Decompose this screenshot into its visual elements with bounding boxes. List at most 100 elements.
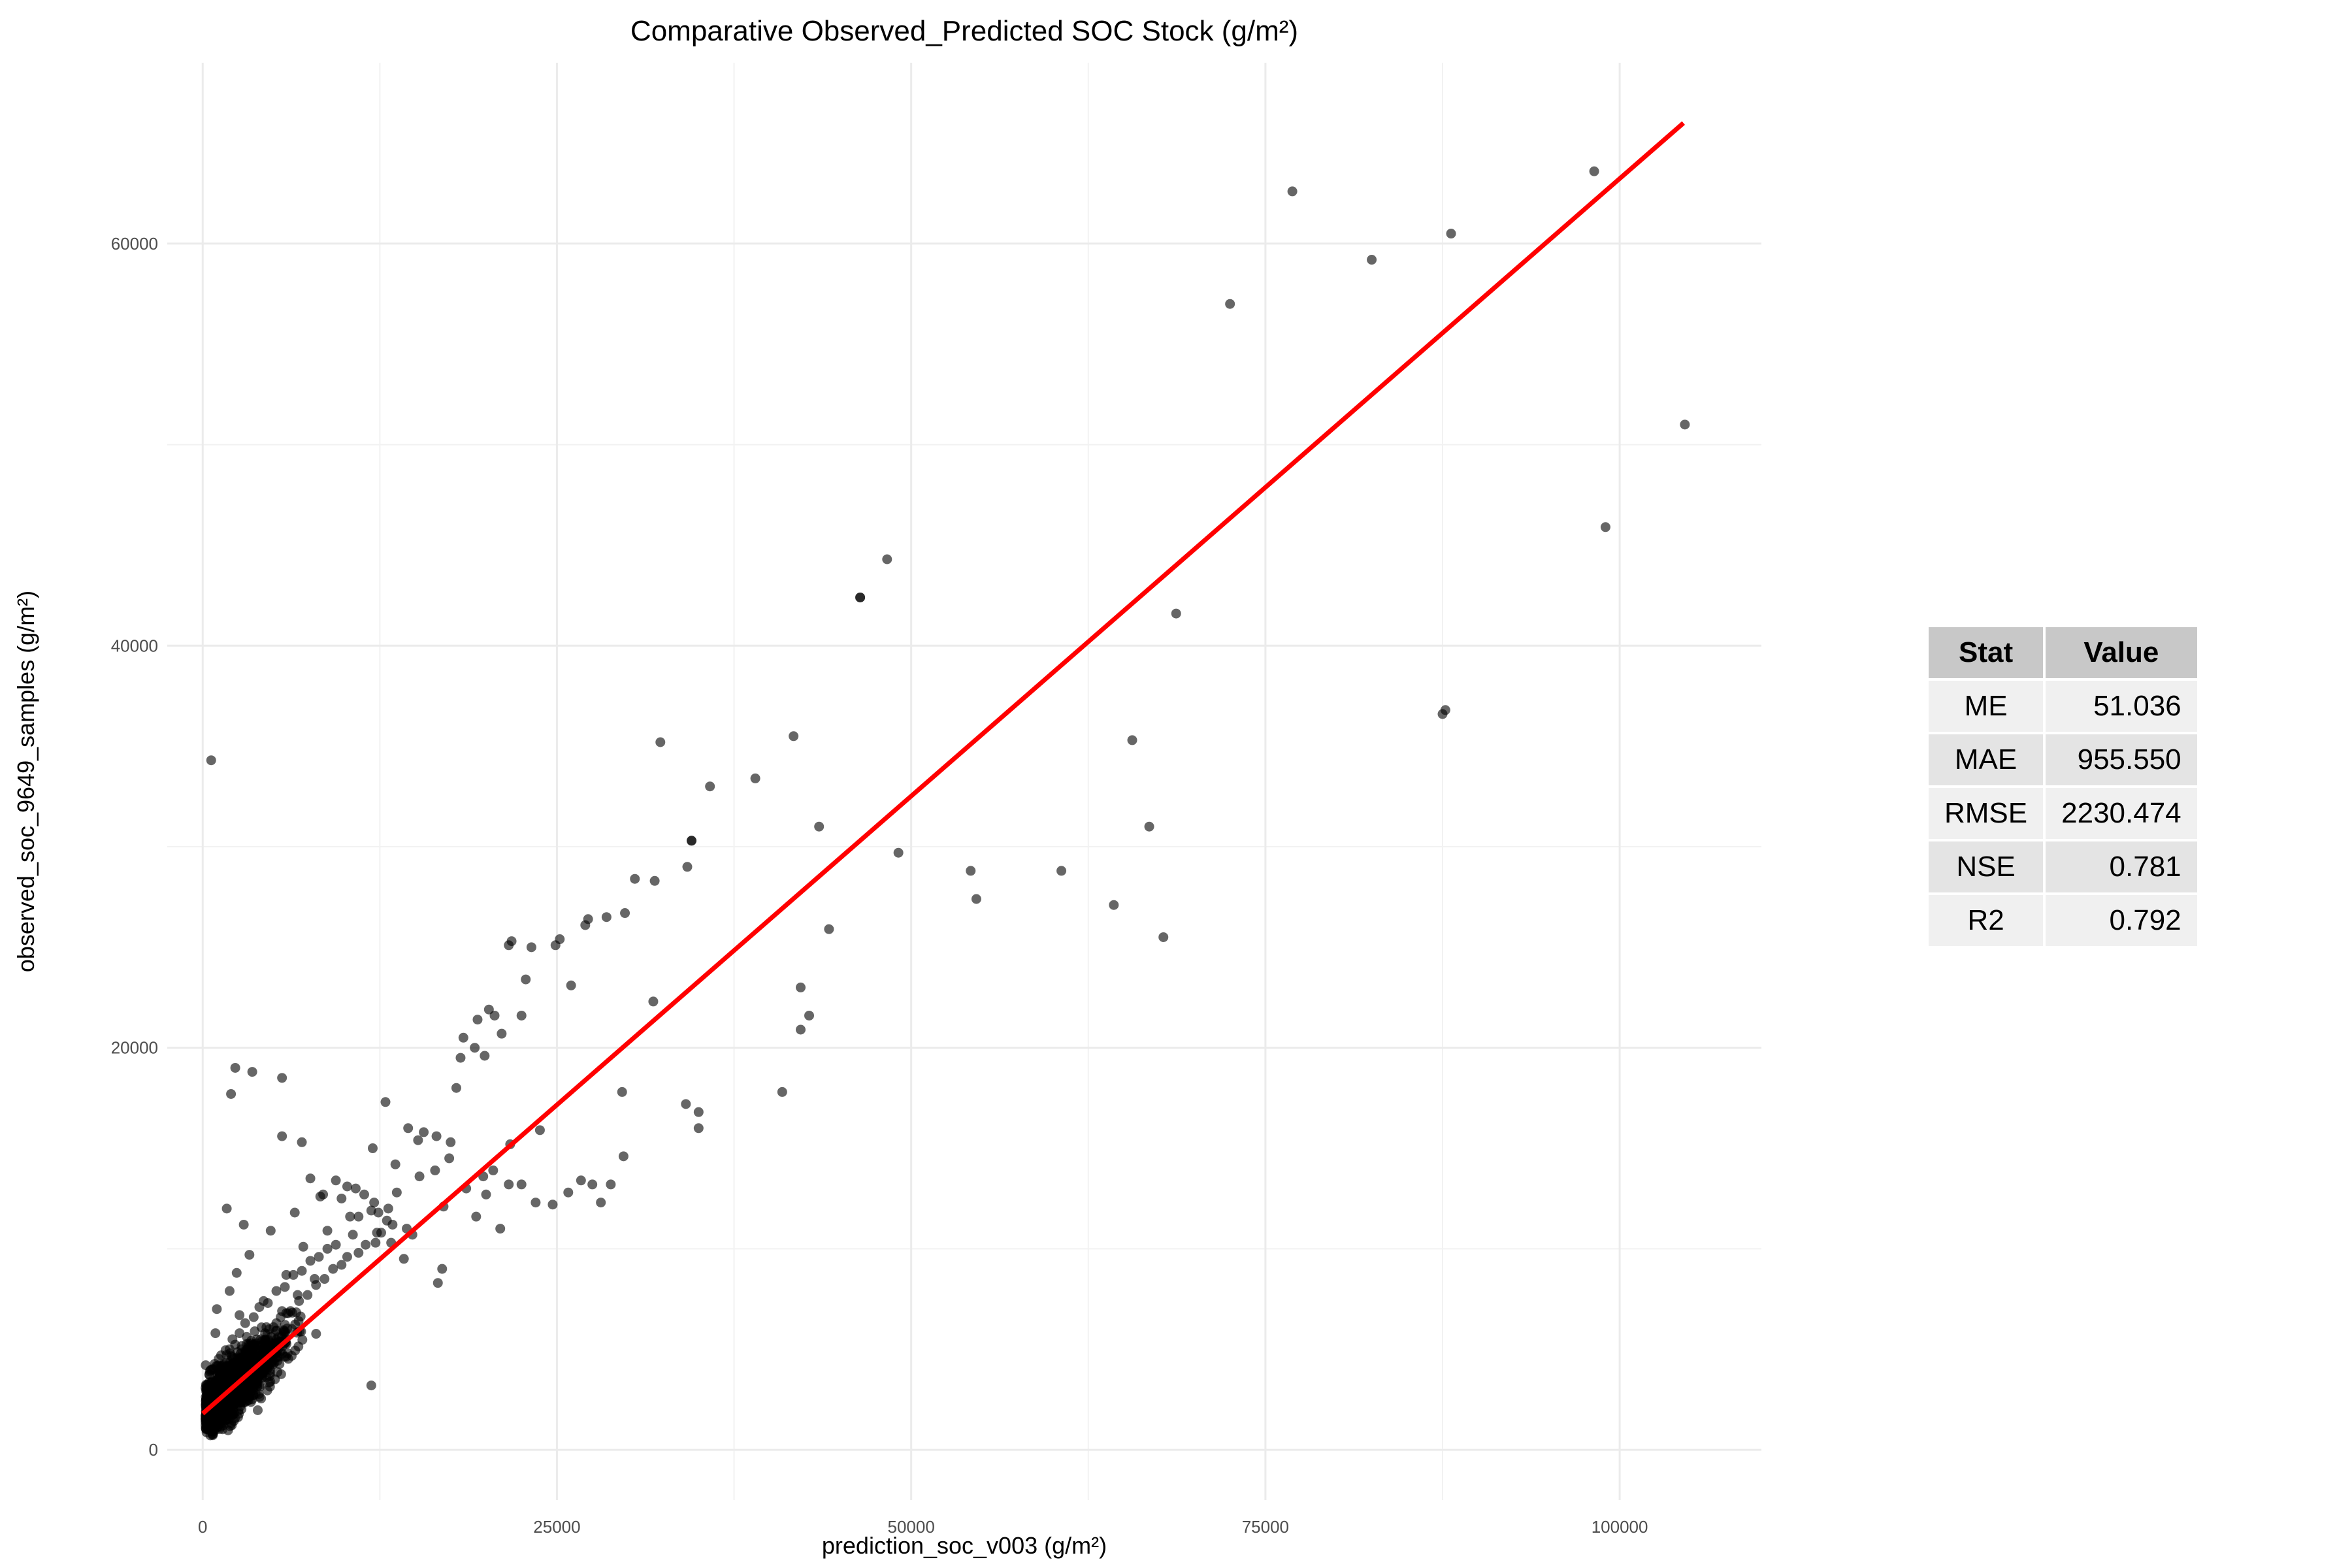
stat-name: R2 (1929, 895, 2044, 946)
data-point (682, 862, 693, 872)
data-point (1158, 932, 1169, 942)
data-point (264, 1324, 274, 1334)
data-point (265, 1226, 276, 1236)
data-point (288, 1269, 299, 1280)
data-point (433, 1278, 443, 1288)
tick-labels-layer: 0 25000 50000 75000 100000 0 20000 40000 60000 (111, 234, 1648, 1537)
table-row: ME 51.036 (1929, 681, 2197, 732)
data-point (431, 1131, 442, 1141)
x-tick-label: 50000 (888, 1517, 935, 1537)
data-point (489, 1010, 500, 1021)
regression-line (201, 121, 1686, 1416)
x-axis-title: prediction_soc_v003 (g/m²) (822, 1532, 1107, 1559)
data-point (750, 773, 760, 783)
data-point (231, 1267, 242, 1278)
data-point (534, 1125, 545, 1135)
data-point (297, 1137, 307, 1147)
data-point (305, 1256, 316, 1266)
data-point (235, 1328, 245, 1339)
data-point (705, 781, 715, 792)
data-point (376, 1228, 387, 1238)
data-point (248, 1340, 259, 1350)
data-point (531, 1198, 541, 1208)
data-point (342, 1181, 352, 1192)
data-point (504, 1179, 514, 1190)
data-point (226, 1088, 237, 1099)
data-point (297, 1266, 307, 1276)
data-point (495, 1224, 506, 1234)
data-point (280, 1282, 290, 1292)
data-point (470, 1043, 480, 1053)
stat-value: 0.781 (2046, 841, 2197, 892)
data-point (255, 1334, 266, 1345)
data-point (1109, 900, 1119, 910)
data-point (576, 1175, 586, 1186)
stat-name: NSE (1929, 841, 2044, 892)
data-point (855, 592, 866, 602)
data-point (618, 1151, 629, 1162)
data-point (882, 554, 892, 564)
data-point (209, 1424, 220, 1435)
data-point (1680, 419, 1690, 430)
data-point (681, 1099, 691, 1109)
data-point (293, 1290, 303, 1300)
data-point (281, 1269, 291, 1280)
data-point (587, 1179, 598, 1190)
stat-name: RMSE (1929, 788, 2044, 839)
data-point (480, 1051, 490, 1061)
data-point (655, 737, 666, 747)
data-point (414, 1171, 425, 1182)
data-point (258, 1296, 269, 1306)
data-point (230, 1062, 240, 1073)
data-point (235, 1310, 245, 1320)
data-point (824, 924, 834, 934)
data-point (795, 982, 806, 992)
stats-header-stat: Stat (1929, 627, 2044, 678)
data-point (516, 1179, 527, 1190)
data-point (322, 1243, 333, 1254)
data-point (366, 1380, 376, 1391)
data-point (458, 1032, 468, 1043)
data-point (257, 1368, 267, 1379)
data-point (419, 1127, 429, 1137)
data-point (390, 1159, 400, 1169)
data-point (224, 1286, 235, 1296)
data-point (1144, 821, 1154, 832)
data-point (369, 1198, 380, 1208)
data-point (444, 1153, 455, 1164)
stats-table: Stat Value ME 51.036 MAE 955.550 RMSE 22… (1926, 625, 2200, 949)
data-point (281, 1308, 291, 1318)
stats-table-header-row: Stat Value (1929, 627, 2197, 678)
data-point (1446, 229, 1456, 239)
stat-value: 51.036 (2046, 681, 2197, 732)
data-point (620, 908, 630, 919)
x-tick-label: 0 (198, 1517, 207, 1537)
data-point (277, 1073, 287, 1083)
data-point (1225, 299, 1235, 309)
data-point (693, 1123, 704, 1134)
data-point (481, 1189, 491, 1200)
data-point (630, 874, 640, 884)
data-point (1367, 255, 1377, 265)
data-point (328, 1264, 338, 1274)
data-point (336, 1193, 347, 1203)
data-point (322, 1226, 333, 1236)
data-point (282, 1348, 293, 1358)
data-point (1287, 186, 1298, 197)
stat-name: MAE (1929, 734, 2044, 785)
data-point (253, 1405, 263, 1416)
y-tick-label: 20000 (111, 1038, 158, 1058)
data-point (271, 1318, 282, 1328)
data-point (216, 1350, 226, 1360)
stats-header-value: Value (2046, 627, 2197, 678)
data-point (1056, 866, 1067, 876)
x-tick-label: 100000 (1592, 1517, 1648, 1537)
stat-value: 0.792 (2046, 895, 2197, 946)
data-point (471, 1211, 482, 1222)
data-point (302, 1290, 313, 1300)
data-point (298, 1241, 308, 1252)
data-point (348, 1230, 358, 1240)
data-point (403, 1123, 414, 1134)
data-point (265, 1368, 275, 1379)
